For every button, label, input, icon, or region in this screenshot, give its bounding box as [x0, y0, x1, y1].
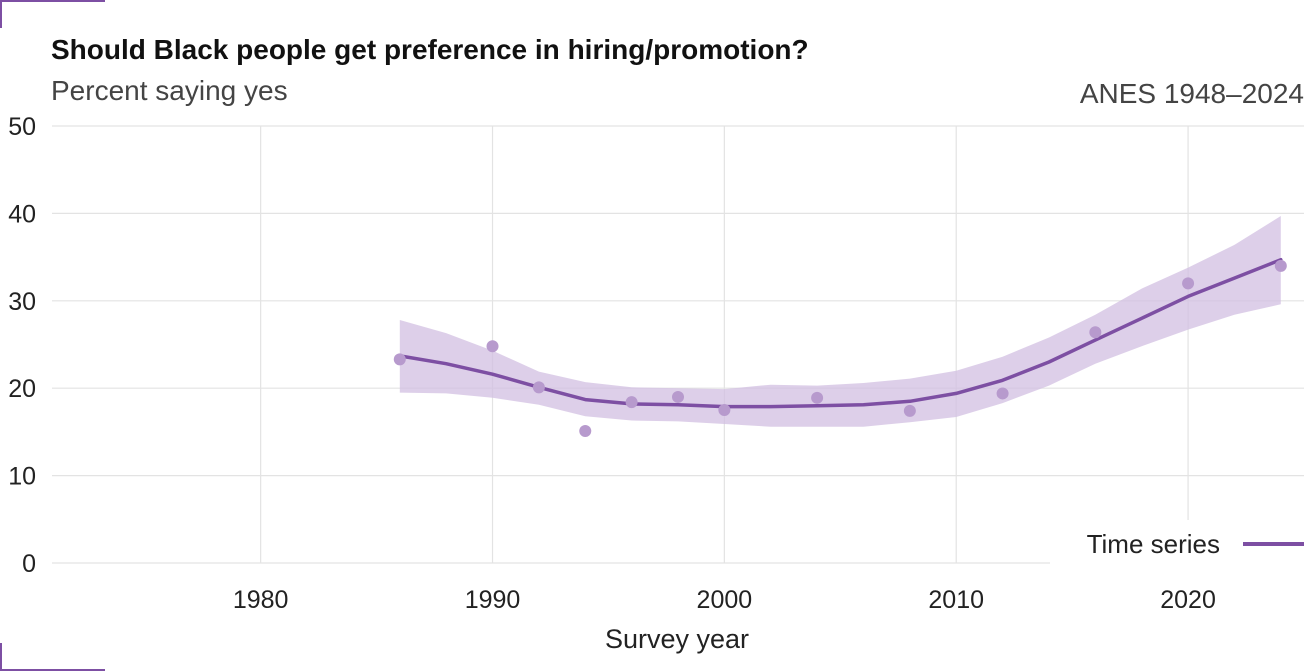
y-tick-label: 20 — [8, 375, 36, 403]
data-point — [718, 404, 731, 417]
chart-source: ANES 1948–2024 — [1079, 78, 1304, 109]
legend: Time series — [1050, 520, 1304, 572]
x-tick-label: 1990 — [465, 586, 521, 614]
data-point — [672, 390, 684, 403]
y-tick-label: 50 — [8, 113, 36, 141]
series-line-group — [398, 257, 1283, 409]
x-tick-label: 2010 — [928, 586, 984, 614]
frame-corner-bottom — [0, 643, 105, 671]
confidence-band — [399, 216, 1281, 427]
x-tick-label: 2000 — [697, 586, 753, 614]
confidence-band-group — [399, 216, 1281, 427]
data-point — [625, 396, 638, 409]
data-point — [903, 404, 916, 417]
data-point — [996, 387, 1009, 400]
x-axis-ticks: 1980 1990 2000 2010 2020 — [233, 586, 1216, 614]
x-tick-label: 2020 — [1160, 586, 1216, 614]
x-tick-label: 1980 — [233, 586, 289, 614]
frame-corner-top — [0, 0, 105, 28]
data-point — [532, 381, 545, 394]
data-point — [486, 340, 499, 353]
data-point — [1274, 259, 1287, 272]
data-point — [393, 353, 406, 366]
legend-label: Time series — [1087, 529, 1220, 559]
chart-subtitle: Percent saying yes — [51, 75, 288, 106]
data-point — [1089, 326, 1102, 339]
y-tick-label: 10 — [8, 463, 36, 491]
data-points-group — [393, 259, 1287, 438]
chart-title: Should Black people get preference in hi… — [51, 34, 809, 65]
data-point — [811, 391, 824, 404]
data-point — [579, 425, 592, 438]
y-tick-label: 30 — [8, 288, 36, 316]
series-line — [398, 257, 1283, 409]
y-tick-label: 40 — [8, 200, 36, 228]
data-point — [1182, 277, 1195, 290]
y-tick-label: 0 — [22, 550, 36, 578]
y-axis-ticks: 0 10 20 30 40 50 — [8, 113, 36, 578]
x-axis-title: Survey year — [605, 624, 749, 654]
